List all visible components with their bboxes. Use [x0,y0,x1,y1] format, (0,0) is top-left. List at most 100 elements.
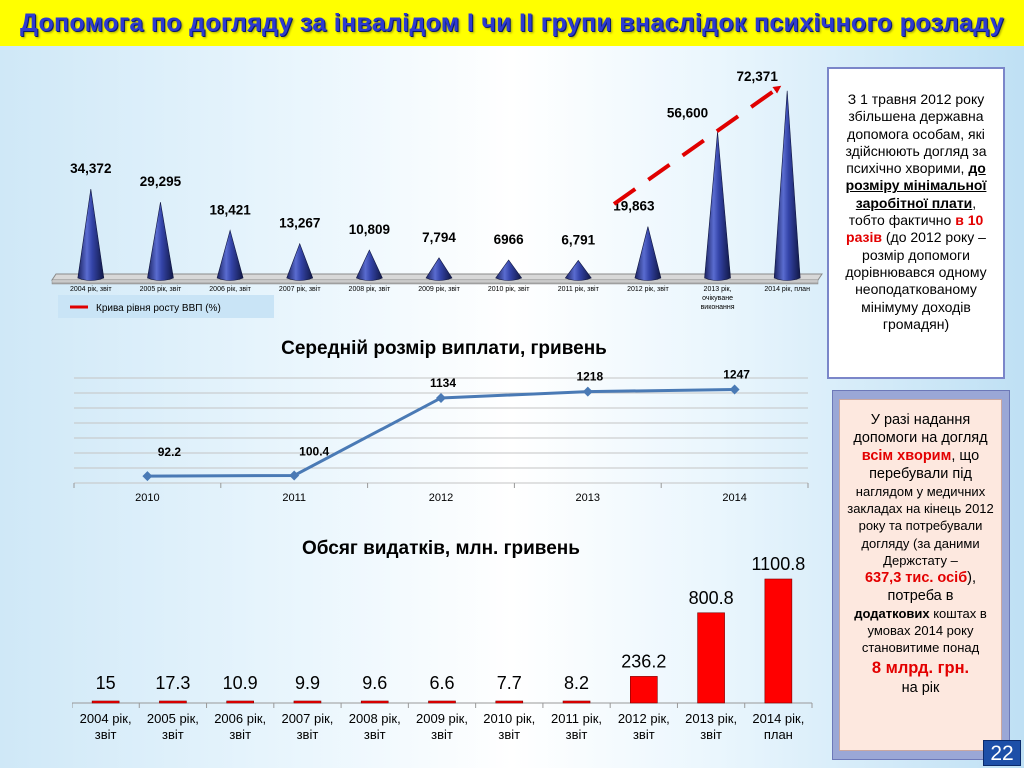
cone-chart: 34,372 29,295 18,421 13,267 10,809 7,794 6966 6… [51,69,823,318]
cone-category-label: 2010 рік, звіт [488,285,530,293]
bar-data-label: 8.2 [564,673,589,693]
bar-category-label: 2011 рік, звіт [551,711,602,742]
side-note-bottom: У разі надання допомоги на догляд всім х… [839,399,1002,751]
page-title: Допомога по догляду за інвалідом І чи ІІ… [20,8,1004,37]
title-bar: Допомога по догляду за інвалідом І чи ІІ… [0,0,1024,46]
cone-category-label: 2012 рік, звіт [627,285,669,293]
bar-category-label: 2005 рік, звіт [147,711,199,742]
bar [428,700,456,704]
cone-category-label: 2007 рік, звіт [279,285,321,293]
bar [495,700,524,704]
side-note-top: З 1 травня 2012 року збільшена державна … [827,67,1005,379]
bar-data-label: 17.3 [155,673,190,693]
bar [226,700,254,704]
cone-data-label: 34,372 [70,161,111,176]
series-point [436,392,446,403]
bar-data-label: 9.9 [295,673,320,693]
line-category-label: 2012 [429,492,453,504]
cone-data-label: 18,421 [209,202,251,217]
bar-category-label: 2013 рік, звіт [685,711,737,742]
bar-data-label: 1100.8 [752,554,806,574]
line-category-label: 2013 [576,492,600,504]
bar-category-label: 2004 рік, звіт [80,711,132,742]
page-number: 22 [983,740,1021,766]
line-data-label: 100.4 [299,444,329,458]
bar [293,700,322,704]
side-note-2-line-6: на рік [901,679,940,696]
cone-bar [773,90,801,281]
bar-data-label: 9.6 [362,673,387,693]
cone-data-label: 13,267 [279,216,320,231]
side-note-1-highlight: в 10 разів [846,212,984,246]
cone-bar [425,257,453,281]
line-category-label: 2011 [282,492,306,504]
side-note-1-text-1: З 1 травня 2012 року збільшена державна … [845,91,987,177]
side-note-2-additional: додаткових [854,606,930,622]
bar-data-label: 15 [96,673,116,693]
side-note-1-text-2: , тобто фактично [848,194,977,229]
bar-data-label: 800.8 [689,588,734,608]
series-point [142,471,153,482]
cone-bar [704,131,731,281]
legend-label: Крива рівня росту ВВП (%) [96,303,221,314]
cone-bar [216,229,244,281]
side-note-2-line-3: наглядом у медичних закладах на кінець 2… [847,484,994,568]
bar-chart: Обсяг видатків, млн. гривень 15 17.3 10.9 9… [72,538,813,742]
cone-data-label: 10,809 [349,222,390,237]
cone-data-label: 7,794 [422,230,456,245]
cone-bar [634,226,662,281]
bar-category-label: 2008 рік, звіт [349,711,401,742]
side-note-2-all-patients: всім хворим [861,448,952,464]
cone-bar [495,259,523,281]
cone-bar [355,249,383,281]
side-note-2-line-4: ), потреба в [887,570,977,605]
bar-data-label: 6.6 [429,673,454,693]
side-note-2-persons: 637,3 тис. осіб [864,570,968,587]
line-data-label: 1218 [576,370,603,384]
cone-data-label: 19,863 [613,199,655,214]
bar-category-label: 2014 рік, план [752,711,804,742]
cone-category-label: 2006 рік, звіт [209,285,251,293]
line-category-label: 2010 [135,492,159,504]
bar-category-label: 2006 рік, звіт [214,711,266,742]
side-note-2-line-1: У разі надання допомоги на догляд [853,412,988,446]
line-data-label: 1134 [430,376,456,390]
bar-data-label: 10.9 [223,673,258,693]
chart-floor-front [51,279,819,285]
cone-category-label: 2005 рік, звіт [140,285,182,293]
cone-bar [564,259,592,281]
cone-data-label: 6,791 [561,232,595,247]
series-point [582,386,593,397]
cone-data-label: 6966 [494,232,525,247]
bar [562,700,591,704]
cone-bar [147,202,174,281]
bar-category-label: 2007 рік, звіт [281,711,333,742]
bar [764,578,793,704]
series-point [729,384,740,395]
line-chart: Середній розмір виплати, гривень 92.2 100… [73,338,809,504]
cone-bar [77,189,105,281]
cone-data-label: 72,371 [737,69,779,84]
cone-category-label: 2013 рік, очікуване виконання [701,285,735,311]
bar-category-label: 2010 рік, звіт [483,711,535,742]
cone-category-label: 2008 рік, звіт [349,285,391,293]
legend-box [58,295,274,318]
cone-bar [286,242,314,281]
side-note-1-underlined: до розміру мінімальної заробітної плати [845,160,987,211]
side-note-1-text-3: (до 2012 року – розмір допомоги дорівнюв… [845,229,987,332]
cone-data-label: 56,600 [667,106,708,121]
cone-data-label: 29,295 [140,174,182,189]
side-note-2-line-2: , що перебували під [869,448,980,482]
bar [697,612,725,704]
line-chart-title: Середній розмір виплати, гривень [281,338,607,359]
bar-data-label: 7.7 [497,673,522,693]
line-category-label: 2014 [722,492,746,504]
bar-category-label: 2012 рік, звіт [618,711,670,742]
cone-category-label: 2011 рік, звіт [558,285,600,293]
cone-category-label: 2004 рік, звіт [70,285,112,293]
side-note-2-amount: 8 млрд. грн. [871,658,970,677]
bar [159,700,187,704]
line-data-label: 92.2 [158,445,182,459]
bar-category-label: 2009 рік, звіт [416,711,468,742]
bar [360,700,389,704]
